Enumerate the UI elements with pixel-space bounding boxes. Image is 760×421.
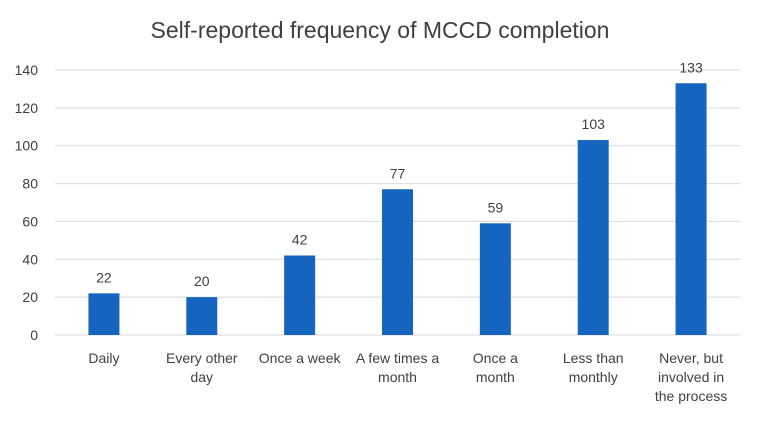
category-label-4: Once a month (473, 350, 518, 385)
data-label-1: 20 (194, 273, 210, 289)
category-label-line: Once a week (259, 350, 342, 366)
y-tick-label-80: 80 (22, 176, 38, 192)
category-label-line: monthly (569, 369, 618, 385)
bar-1 (186, 297, 218, 335)
category-label-1: Every other day (166, 350, 238, 385)
category-label-line: A few times a (356, 350, 439, 366)
category-label-line: Once a (473, 350, 518, 366)
category-label-line: involved in (658, 369, 724, 385)
category-label-line: Less than (563, 350, 624, 366)
category-label-3: A few times a month (356, 350, 439, 385)
bar-6 (675, 83, 707, 335)
chart-title: Self-reported frequency of MCCD completi… (151, 17, 610, 43)
y-axis-tick-labels: 0 20 40 60 80 100 120 140 (15, 62, 39, 343)
y-tick-label-120: 120 (15, 100, 39, 116)
bar-0 (88, 293, 120, 335)
category-label-6: Never, but involved in the process (655, 350, 727, 404)
data-labels: 22 20 42 77 59 103 133 (96, 59, 703, 289)
y-tick-label-20: 20 (22, 289, 38, 305)
data-label-5: 103 (582, 116, 606, 132)
y-tick-label-100: 100 (15, 138, 39, 154)
x-axis-category-labels: Daily Every other day Once a week A few time… (88, 350, 727, 404)
bar-5 (577, 140, 609, 335)
bar-2 (284, 255, 316, 335)
category-label-line: Never, but (659, 350, 723, 366)
data-label-0: 22 (96, 269, 112, 285)
bar-4 (479, 223, 511, 335)
category-label-0: Daily (88, 350, 119, 366)
category-label-2: Once a week (259, 350, 342, 366)
category-label-line: the process (655, 388, 727, 404)
category-label-line: month (476, 369, 515, 385)
data-label-6: 133 (679, 59, 703, 75)
bars (88, 83, 707, 335)
bar-3 (382, 189, 413, 335)
data-label-4: 59 (488, 199, 504, 215)
data-label-2: 42 (292, 232, 308, 248)
category-label-5: Less than monthly (563, 350, 624, 385)
category-label-line: Every other (166, 350, 238, 366)
category-label-line: month (378, 369, 417, 385)
y-tick-label-40: 40 (22, 251, 38, 267)
y-tick-label-0: 0 (30, 327, 38, 343)
data-label-3: 77 (390, 165, 406, 181)
category-label-line: Daily (88, 350, 119, 366)
y-tick-label-60: 60 (22, 213, 38, 229)
y-tick-label-140: 140 (15, 62, 39, 78)
category-label-line: day (190, 369, 213, 385)
